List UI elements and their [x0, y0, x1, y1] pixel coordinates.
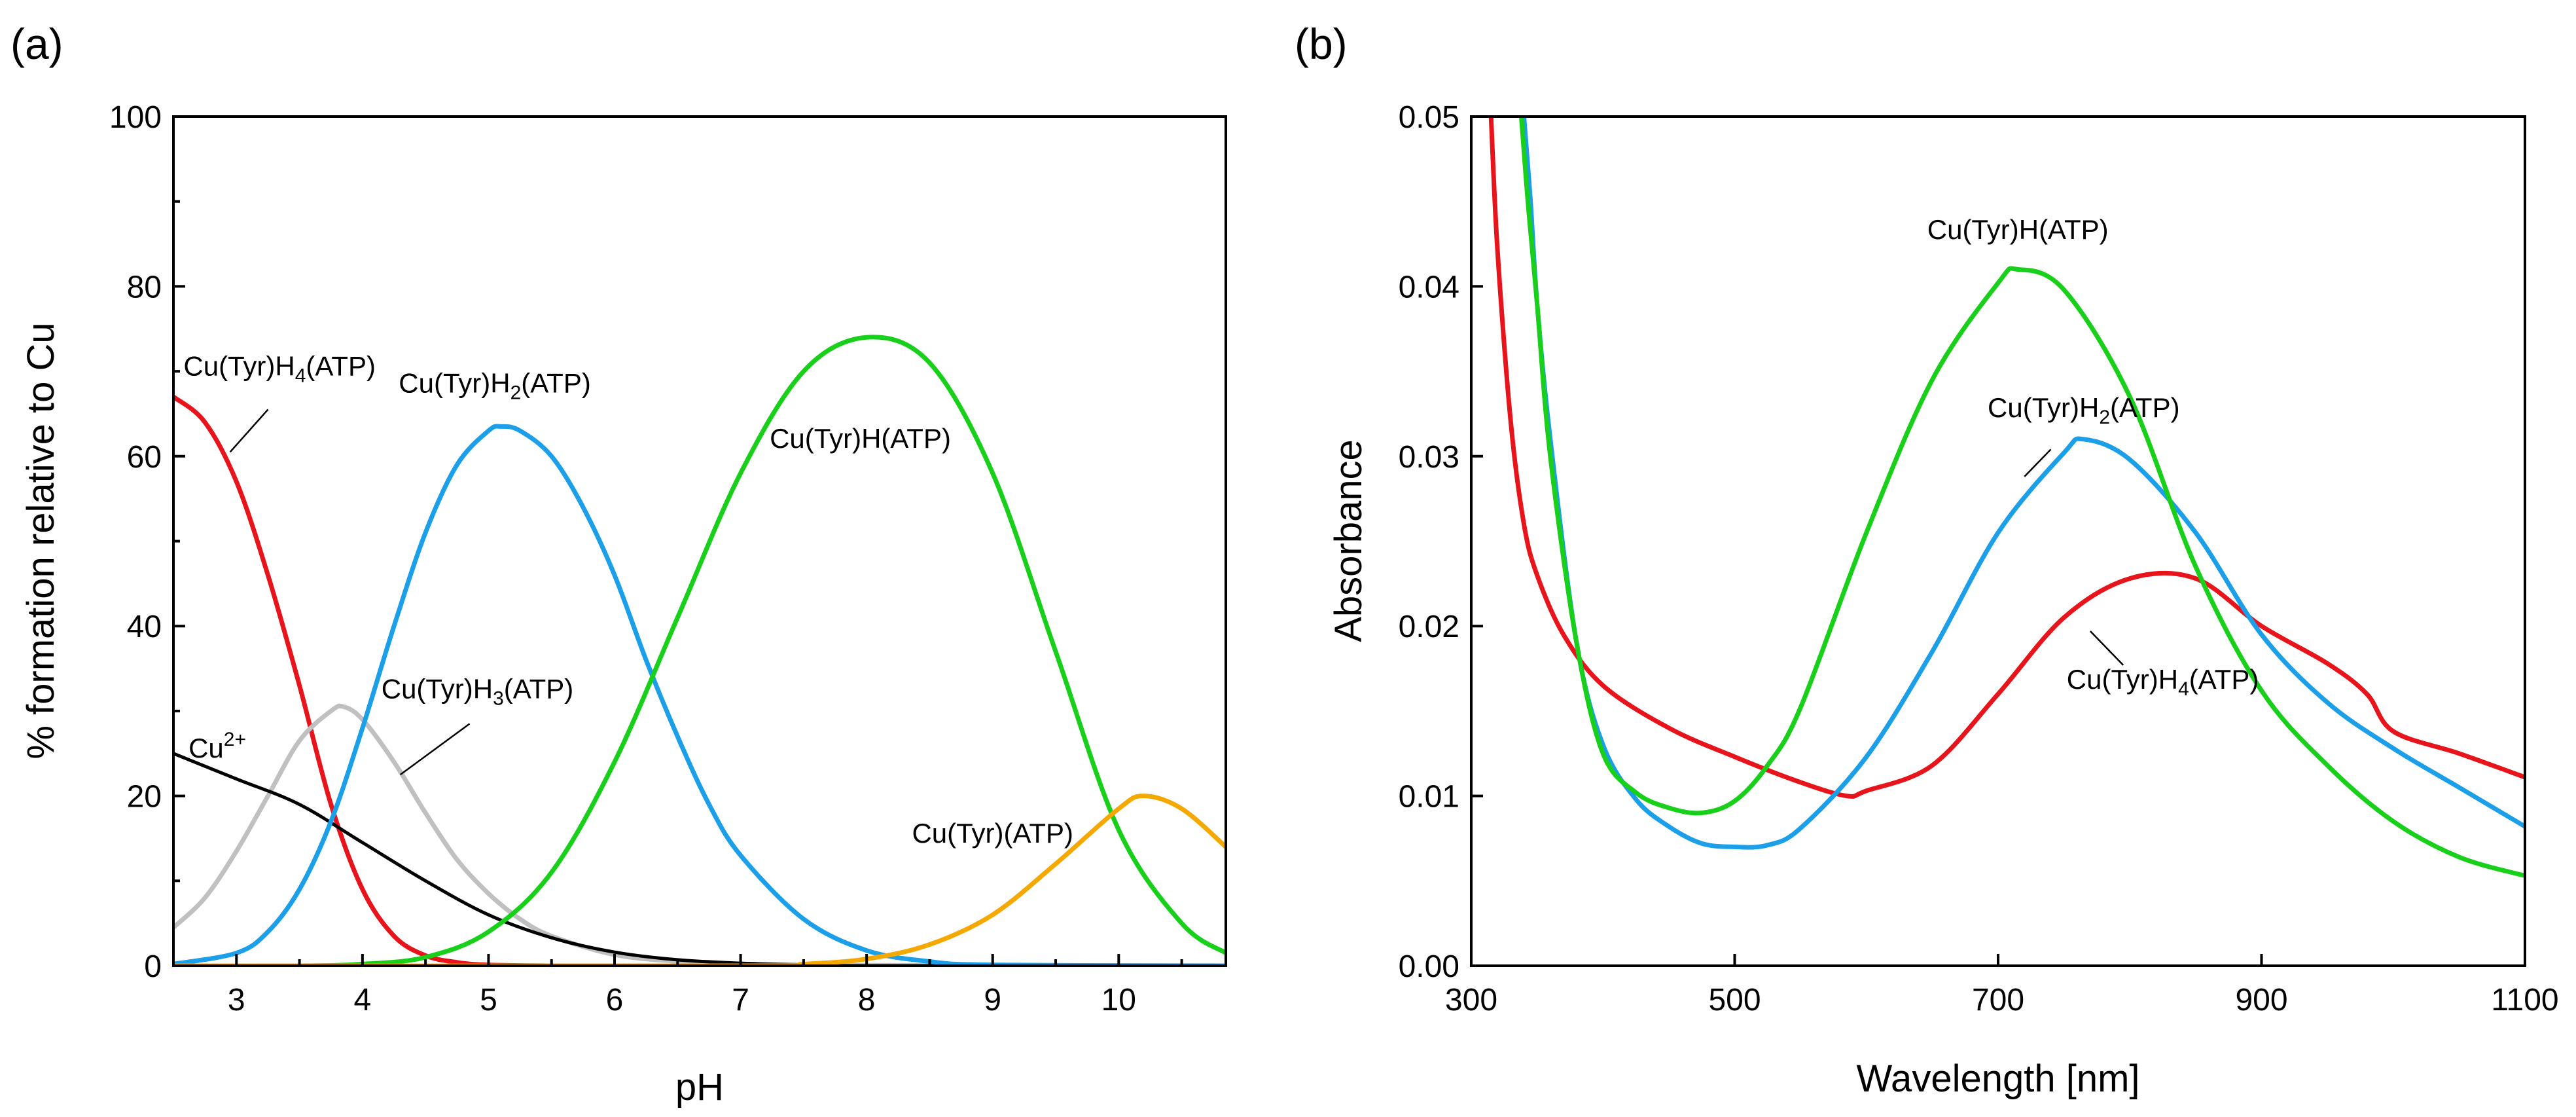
y-tick-label: 20	[127, 780, 162, 815]
panel-a-annotations: Cu(Tyr)H4(ATP) Cu(Tyr)H3(ATP) Cu2+ Cu(Tyr)H…	[183, 351, 1073, 849]
series-label-b-cu-tyr-h4-atp: Cu(Tyr)H4(ATP)	[2067, 664, 2259, 700]
x-tick-label: 500	[1708, 983, 1761, 1017]
x-tick-label: 300	[1445, 983, 1497, 1017]
series-label-b-cu-tyr-h2-atp: Cu(Tyr)H2(ATP)	[1988, 392, 2180, 428]
panel-b-ylabel: Absorbance	[1327, 439, 1370, 642]
leader-line	[2089, 631, 2124, 666]
series-line-b-cu-tyr-h4-atp	[1488, 117, 2525, 799]
series-line-a-cu-tyr-atp	[173, 794, 1226, 966]
series-label-a-cu-tyr-h2-atp: Cu(Tyr)H2(ATP)	[399, 368, 591, 404]
panel-b-ticks: 300 500 700 900 1100 0.00 0.01 0.02 0.03 0.04 0.05	[1399, 100, 2559, 1017]
leader-line	[2024, 449, 2052, 477]
y-tick-label: 0	[144, 949, 162, 984]
panel-a-curves	[173, 335, 1226, 966]
panel-b: (b) 300 500 700 900 1100 0.00 0.01 0.02 0.03 0.04…	[1295, 20, 2559, 1100]
series-label-a-cu-tyr-atp: Cu(Tyr)(ATP)	[912, 818, 1073, 849]
x-tick-label: 9	[984, 983, 1001, 1017]
y-tick-label: 0.02	[1399, 610, 1459, 644]
y-tick-label: 0.03	[1399, 440, 1459, 475]
panel-b-label: (b)	[1295, 20, 1348, 68]
y-tick-label: 80	[127, 270, 162, 304]
series-line-a-cu-tyr-h2-atp	[173, 424, 1226, 966]
x-tick-label: 6	[606, 983, 624, 1017]
leader-line	[229, 409, 269, 453]
panel-a-ylabel: % formation relative to Cu	[20, 322, 62, 759]
panel-a-xlabel: pH	[675, 1066, 724, 1108]
x-tick-label: 7	[732, 983, 749, 1017]
leader-line	[399, 723, 471, 776]
series-label-a-cu2: Cu2+	[188, 729, 246, 763]
panel-b-annotations: Cu(Tyr)H(ATP) Cu(Tyr)H2(ATP) Cu(Tyr)H4(ATP…	[1927, 214, 2259, 700]
x-tick-label: 3	[228, 983, 245, 1017]
x-tick-label: 10	[1101, 983, 1136, 1017]
x-tick-label: 5	[480, 983, 497, 1017]
y-tick-label: 0.04	[1399, 270, 1459, 304]
panel-a-label: (a)	[10, 20, 63, 68]
x-tick-label: 1100	[2491, 983, 2558, 1017]
x-tick-label: 900	[2235, 983, 2287, 1017]
x-tick-label: 8	[858, 983, 876, 1017]
panel-b-xlabel: Wavelength [nm]	[1856, 1057, 2139, 1100]
x-tick-label: 700	[1972, 983, 2024, 1017]
y-tick-label: 60	[127, 440, 162, 475]
y-tick-label: 0.00	[1399, 949, 1459, 984]
series-label-a-cu-tyr-h4-atp: Cu(Tyr)H4(ATP)	[183, 351, 376, 387]
series-label-b-cu-tyr-h-atp: Cu(Tyr)H(ATP)	[1927, 214, 2109, 245]
series-label-a-cu-tyr-h-atp: Cu(Tyr)H(ATP)	[770, 423, 951, 454]
series-line-a-cu-tyr-h4-atp	[173, 394, 1226, 966]
y-tick-label: 0.05	[1399, 100, 1459, 135]
y-tick-label: 0.01	[1399, 780, 1459, 815]
y-tick-label: 100	[109, 100, 162, 135]
x-tick-label: 4	[354, 983, 372, 1017]
series-label-a-cu-tyr-h3-atp: Cu(Tyr)H3(ATP)	[382, 673, 574, 709]
panel-b-curves	[1488, 117, 2525, 878]
y-tick-label: 40	[127, 610, 162, 644]
series-line-b-cu-tyr-h-atp	[1519, 117, 2525, 878]
series-line-a-cu-tyr-h-atp	[173, 335, 1226, 966]
